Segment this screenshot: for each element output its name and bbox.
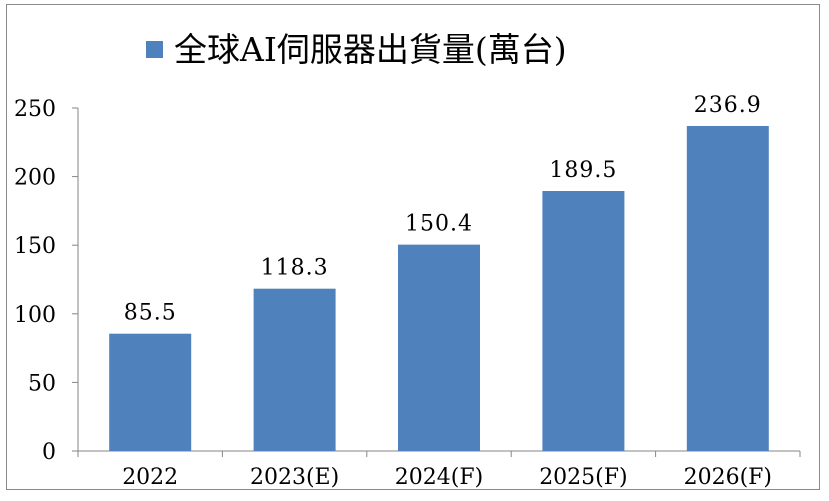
data-label: 150.4 <box>405 212 473 237</box>
data-label: 118.3 <box>261 256 329 281</box>
x-tick-label: 2022 <box>122 465 178 490</box>
y-tick-label: 50 <box>28 371 56 396</box>
bar <box>542 191 625 452</box>
legend: 全球AI伺服器出貨量(萬台) <box>146 30 567 69</box>
bar <box>109 333 192 451</box>
data-labels: 85.5 118.3 150.4 189.5 236.9 <box>124 93 762 326</box>
legend-swatch <box>146 41 163 58</box>
y-tick-label: 100 <box>14 303 56 328</box>
y-axis-ticks: 0 50 100 150 200 250 <box>14 97 78 465</box>
bar <box>686 125 769 451</box>
x-tick-label: 2023(E) <box>250 465 339 490</box>
y-tick-label: 0 <box>42 440 56 465</box>
data-label: 236.9 <box>694 93 762 118</box>
legend-label: 全球AI伺服器出貨量(萬台) <box>174 30 567 69</box>
data-label: 189.5 <box>549 158 617 183</box>
x-axis-labels: 2022 2023(E) 2024(F) 2025(F) 2026(F) <box>77 451 801 490</box>
x-tick-label: 2025(F) <box>539 465 627 490</box>
bars <box>109 125 769 452</box>
bar <box>253 288 336 451</box>
y-tick-label: 250 <box>14 97 56 122</box>
x-tick-label: 2026(F) <box>684 465 772 490</box>
x-tick-label: 2024(F) <box>395 465 483 490</box>
y-tick-label: 150 <box>14 234 56 259</box>
y-tick-label: 200 <box>14 166 56 191</box>
bar <box>398 244 480 451</box>
data-label: 85.5 <box>124 301 177 326</box>
